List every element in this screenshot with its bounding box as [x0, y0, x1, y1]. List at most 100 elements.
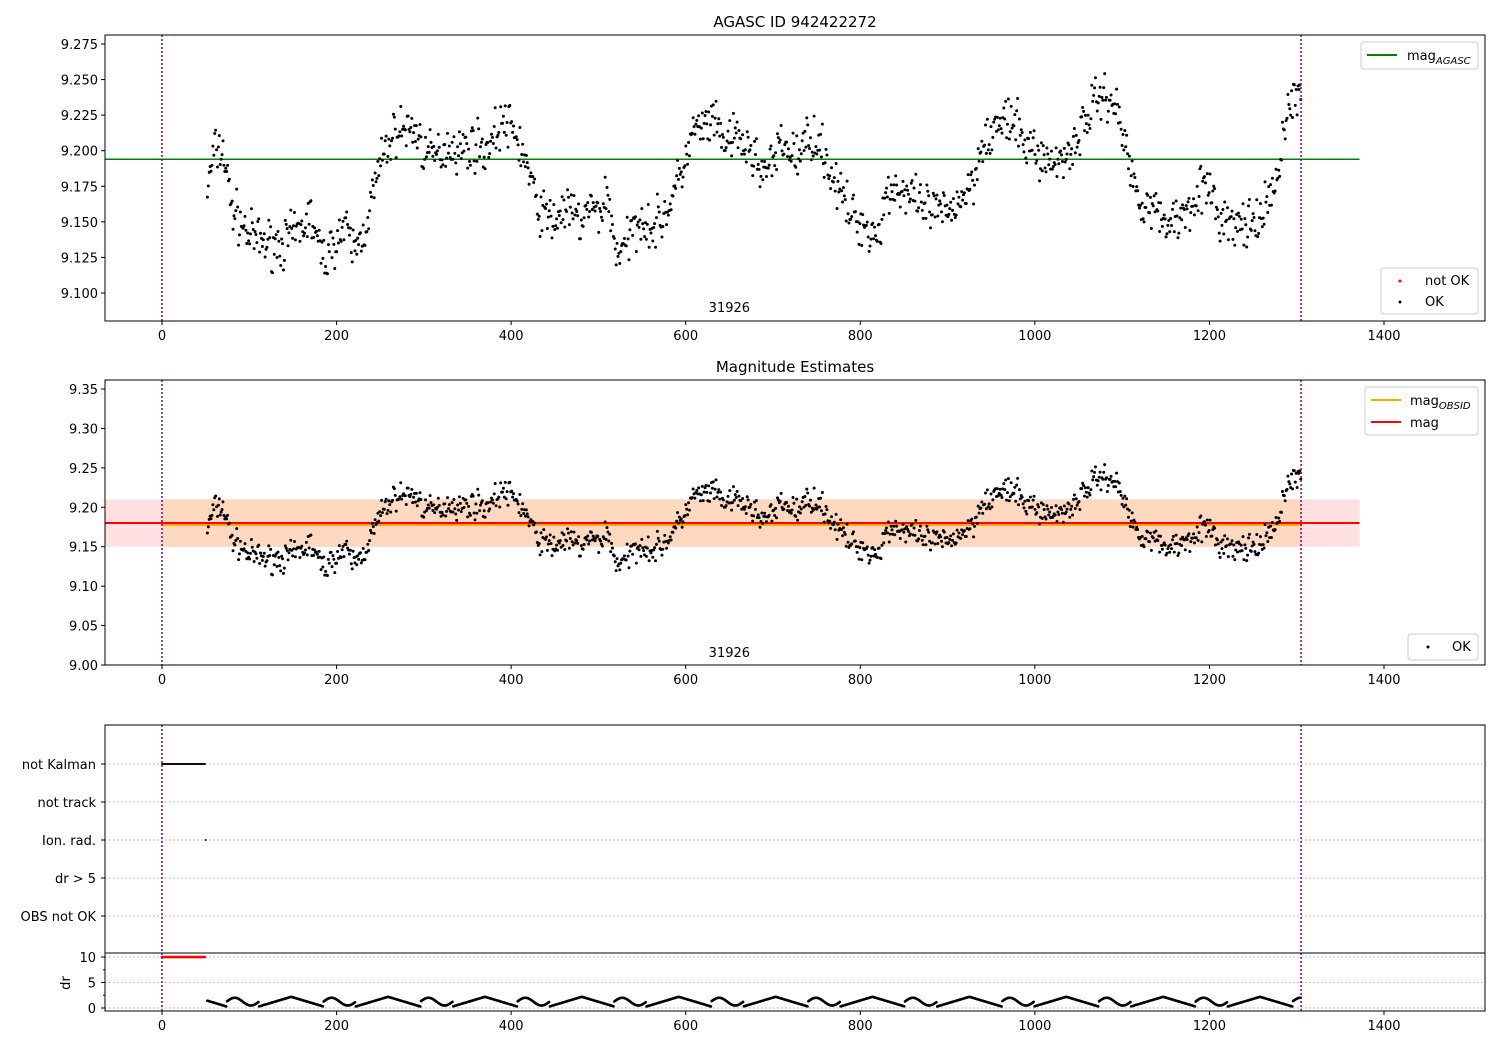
ok-point [358, 231, 362, 235]
ok-point [589, 194, 593, 198]
ok-point [542, 189, 546, 193]
ok-point [1196, 209, 1200, 213]
ok-point [614, 263, 618, 267]
ok-point [267, 218, 271, 222]
ok-point [907, 529, 911, 533]
ok-point [579, 544, 583, 548]
ok-point [1115, 87, 1119, 91]
ok-point [234, 538, 238, 542]
ok-point [880, 543, 884, 547]
ok-point [607, 210, 611, 214]
y-tick-label: 9.200 [61, 145, 98, 160]
ok-point [1083, 486, 1087, 490]
ok-point [1060, 153, 1064, 157]
legend-mag-obsid-label: magOBSID [1410, 394, 1471, 412]
ok-point [215, 165, 219, 169]
ok-point [618, 262, 622, 266]
ok-point [213, 132, 217, 136]
ok-point [259, 551, 263, 555]
ok-point [668, 202, 672, 206]
dr-axis-label: dr [59, 976, 74, 990]
ok-point [300, 219, 304, 223]
ok-point [415, 504, 419, 508]
ok-point [511, 130, 515, 134]
ok-point [1217, 231, 1221, 235]
ok-point [520, 153, 524, 157]
ok-point [341, 544, 345, 548]
ok-point [622, 236, 626, 240]
ok-point [654, 559, 658, 563]
ok-point [1125, 133, 1129, 137]
ok-point [950, 218, 954, 222]
ok-point [1075, 145, 1079, 149]
ok-point [713, 116, 717, 120]
ok-point [327, 250, 331, 254]
ok-point [624, 558, 628, 562]
ok-point [1016, 144, 1020, 148]
ok-point [1246, 553, 1250, 557]
ok-point [1093, 86, 1097, 90]
ok-point [734, 495, 738, 499]
ok-point [392, 487, 396, 491]
ok-point [663, 533, 667, 537]
ok-point [735, 120, 739, 124]
ok-point [293, 238, 297, 242]
ok-point [519, 164, 523, 168]
ok-point [1199, 164, 1203, 168]
ok-point [521, 142, 525, 146]
ok-point [288, 225, 292, 229]
ok-point [819, 509, 823, 513]
ok-point [683, 164, 687, 168]
ok-point [379, 514, 383, 518]
ok-point [613, 247, 617, 251]
ok-point [1149, 548, 1153, 552]
ok-point [1208, 172, 1212, 176]
ok-point [730, 154, 734, 158]
ok-point [493, 481, 497, 485]
ok-point [774, 151, 778, 155]
ok-point [843, 198, 847, 202]
ok-point [1030, 505, 1034, 509]
ok-point [996, 494, 1000, 498]
ok-point [906, 188, 910, 192]
ok-point [1236, 550, 1240, 554]
ok-point [285, 227, 289, 231]
ok-point [1117, 105, 1121, 109]
ok-point [593, 539, 597, 543]
ok-point [918, 190, 922, 194]
ok-point [1040, 169, 1044, 173]
ok-point [363, 243, 367, 247]
ok-point [1024, 156, 1028, 160]
ok-point [1251, 212, 1255, 216]
ok-point [947, 212, 951, 216]
ok-point [1163, 543, 1167, 547]
ok-point [411, 501, 415, 505]
ok-point [782, 152, 786, 156]
ok-point [555, 217, 559, 221]
ok-point [1223, 534, 1227, 538]
ok-point [1225, 544, 1229, 548]
ok-point [1004, 478, 1008, 482]
ok-point [387, 137, 391, 141]
ok-point [627, 566, 631, 570]
ok-point [216, 145, 220, 149]
ok-point [635, 223, 639, 227]
ok-point [1183, 226, 1187, 230]
ok-point [1242, 558, 1246, 562]
ok-point [557, 541, 561, 545]
ok-point [844, 219, 848, 223]
ok-point [860, 243, 864, 247]
ok-point [1170, 547, 1174, 551]
ok-point [399, 481, 403, 485]
ok-point [435, 505, 439, 509]
ok-point [237, 558, 241, 562]
legend-ok-marker [1426, 645, 1430, 649]
ok-point [1247, 198, 1251, 202]
ok-point [392, 115, 396, 119]
ok-point [508, 480, 512, 484]
ok-point [1113, 479, 1117, 483]
ok-point [304, 212, 308, 216]
ok-point [1154, 529, 1158, 533]
ok-point [377, 174, 381, 178]
ok-point [1042, 153, 1046, 157]
